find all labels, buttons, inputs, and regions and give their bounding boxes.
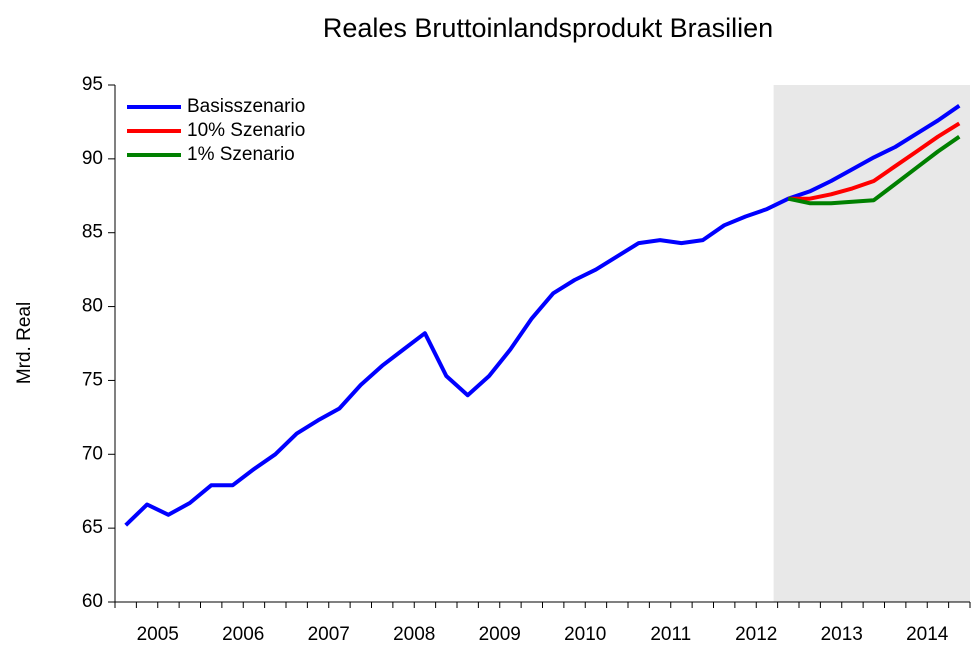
x-tick-label: 2007 — [308, 624, 350, 645]
forecast-shade — [773, 85, 970, 602]
x-tick-label: 2012 — [735, 624, 777, 645]
y-tick-label: 95 — [82, 74, 103, 95]
line-series — [124, 104, 961, 527]
y-tick-label: 80 — [82, 296, 103, 317]
x-tick-label: 2010 — [564, 624, 606, 645]
x-tick-label: 2009 — [479, 624, 521, 645]
y-tick-label: 85 — [82, 222, 103, 243]
y-tick-label: 65 — [82, 517, 103, 538]
x-tick-label: 2011 — [650, 624, 691, 645]
line-series — [788, 121, 961, 201]
x-tick-label: 2005 — [137, 624, 179, 645]
x-tick-label: 2008 — [393, 624, 435, 645]
x-tick-label: 2013 — [821, 624, 863, 645]
y-tick-label: 90 — [82, 148, 103, 169]
y-tick-label: 70 — [82, 443, 103, 464]
chart-title: Reales Bruttoinlandsprodukt Brasilien — [323, 13, 773, 43]
legend-label: 1% Szenario — [187, 144, 295, 165]
y-tick-label: 60 — [82, 591, 103, 612]
x-tick-label: 2006 — [222, 624, 264, 645]
legend-label: Basisszenario — [187, 96, 305, 117]
y-tick-label: 75 — [82, 369, 103, 390]
x-tick-label: 2014 — [906, 624, 949, 645]
y-axis-label: Mrd. Real — [14, 302, 35, 384]
legend-label: 10% Szenario — [187, 120, 305, 141]
line-series — [787, 135, 961, 206]
